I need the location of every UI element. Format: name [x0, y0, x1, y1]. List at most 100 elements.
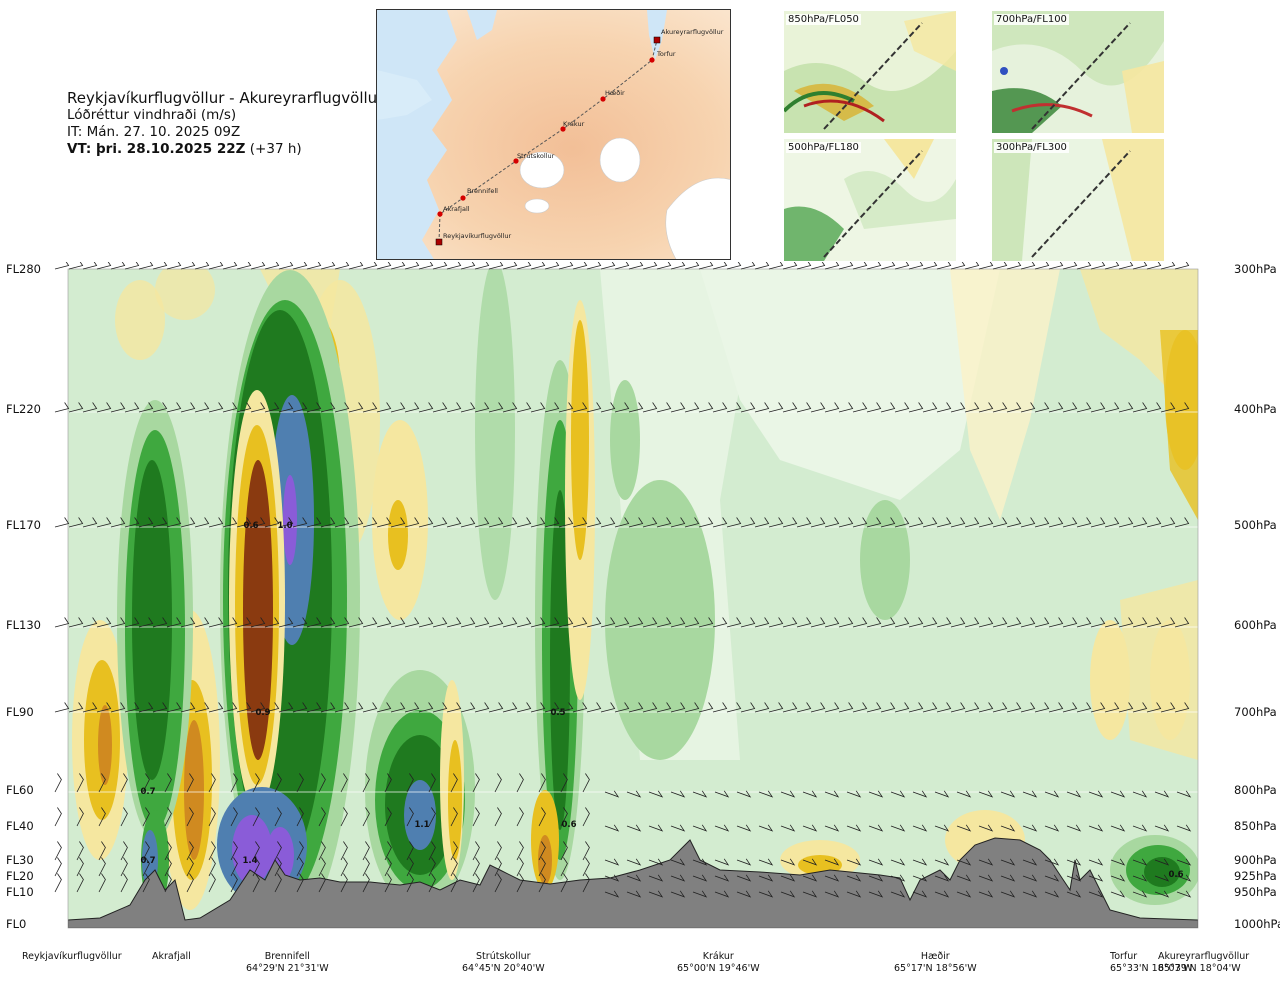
wind-barb [450, 773, 458, 793]
wind-barb [852, 617, 868, 628]
wind-barb [572, 402, 588, 413]
wind-barb [780, 824, 796, 832]
wind-barb [502, 517, 518, 528]
wind-barb [516, 857, 524, 877]
wind-barb [1000, 874, 1016, 882]
wind-barb [912, 890, 928, 898]
wind-barb [390, 262, 406, 270]
wind-barb [516, 702, 532, 713]
wind-barb [1022, 874, 1038, 882]
wind-barb [208, 841, 216, 861]
wind-barb [838, 702, 854, 713]
pressure-level-label: 950hPa [1234, 885, 1277, 899]
wind-barb [320, 262, 336, 270]
wind-barb [604, 874, 620, 882]
wind-barb [560, 807, 568, 827]
mini-map-label: 500hPa/FL180 [786, 142, 861, 153]
wind-barb [1062, 617, 1078, 628]
wind-barb [274, 807, 282, 827]
wind-barb [348, 702, 364, 713]
wind-barb [208, 807, 216, 827]
wind-barb [120, 857, 128, 877]
wind-barb [530, 517, 546, 528]
wind-barb [446, 617, 462, 628]
wind-barb [384, 773, 392, 793]
wind-barb [956, 790, 972, 798]
wind-barb [736, 824, 752, 832]
wind-barb [96, 402, 112, 413]
wind-barb [320, 402, 336, 413]
wind-barb [1062, 702, 1078, 713]
wind-barb [230, 857, 238, 877]
wind-barb [404, 702, 420, 713]
wind-barb [278, 402, 294, 413]
wind-barb [824, 402, 840, 413]
wind-barb [736, 858, 752, 866]
wind-barb [978, 790, 994, 798]
wind-barb [406, 841, 414, 861]
wind-barb [614, 617, 630, 628]
wind-barb [348, 262, 364, 270]
init-time: IT: Mán. 27. 10. 2025 09Z [67, 124, 241, 140]
wind-barb [824, 262, 840, 270]
wind-barb [1104, 702, 1120, 713]
wind-barb [1154, 874, 1170, 882]
wind-barb [758, 890, 774, 898]
wind-barb [852, 517, 868, 528]
wind-barb [582, 841, 590, 861]
wind-barb [208, 617, 224, 628]
variable-label: Lóðréttur vindhraði (m/s) [67, 107, 237, 123]
wind-barb [406, 807, 414, 827]
wind-barb [1066, 824, 1082, 832]
wind-barb [406, 857, 414, 877]
wind-barb [124, 702, 140, 713]
wind-barb [502, 262, 518, 270]
terrain-profile [68, 837, 1198, 928]
wind-barb [1176, 858, 1192, 866]
wind-barb [474, 262, 490, 270]
wind-barb [1132, 790, 1148, 798]
wind-barb [600, 402, 616, 413]
wind-barb [230, 873, 238, 893]
wind-barb [1076, 702, 1092, 713]
wind-barb [1176, 890, 1192, 898]
wind-barb [714, 858, 730, 866]
wind-barb [406, 773, 414, 793]
wind-barb [306, 517, 322, 528]
wind-barb [516, 807, 524, 827]
wind-barb [838, 262, 854, 270]
wind-barb [642, 402, 658, 413]
wind-barb [670, 617, 686, 628]
wind-barb [1160, 262, 1176, 270]
wind-barb [1132, 262, 1148, 270]
wind-barb [802, 824, 818, 832]
wind-barb [296, 857, 304, 877]
wind-barb [530, 702, 546, 713]
wind-barb [950, 262, 966, 270]
wind-barb [838, 402, 854, 413]
wind-barb [934, 874, 950, 882]
wind-barb [964, 617, 980, 628]
wind-barb [432, 262, 448, 270]
wind-barb [1034, 402, 1050, 413]
wind-barb [292, 702, 308, 713]
wind-barb [802, 890, 818, 898]
wind-barb [488, 517, 504, 528]
wind-barb [604, 890, 620, 898]
wind-barb [110, 262, 126, 270]
wind-barb [894, 262, 910, 270]
wind-barb [138, 702, 154, 713]
wind-barb [264, 702, 280, 713]
station-label: Krákur 65°00'N 19°46'W [677, 951, 760, 974]
wind-barb [780, 858, 796, 866]
wind-barb [670, 402, 686, 413]
wind-barb [1022, 890, 1038, 898]
wind-barb [1020, 617, 1036, 628]
map-label-reykjavik: Reykjavíkurflugvöllur [443, 232, 512, 240]
wind-barb [768, 262, 784, 270]
wind-barb [868, 824, 884, 832]
contour-value: 1.4 [242, 856, 257, 866]
wind-barb [726, 517, 742, 528]
wind-barb [334, 617, 350, 628]
wind-barb [1146, 617, 1162, 628]
